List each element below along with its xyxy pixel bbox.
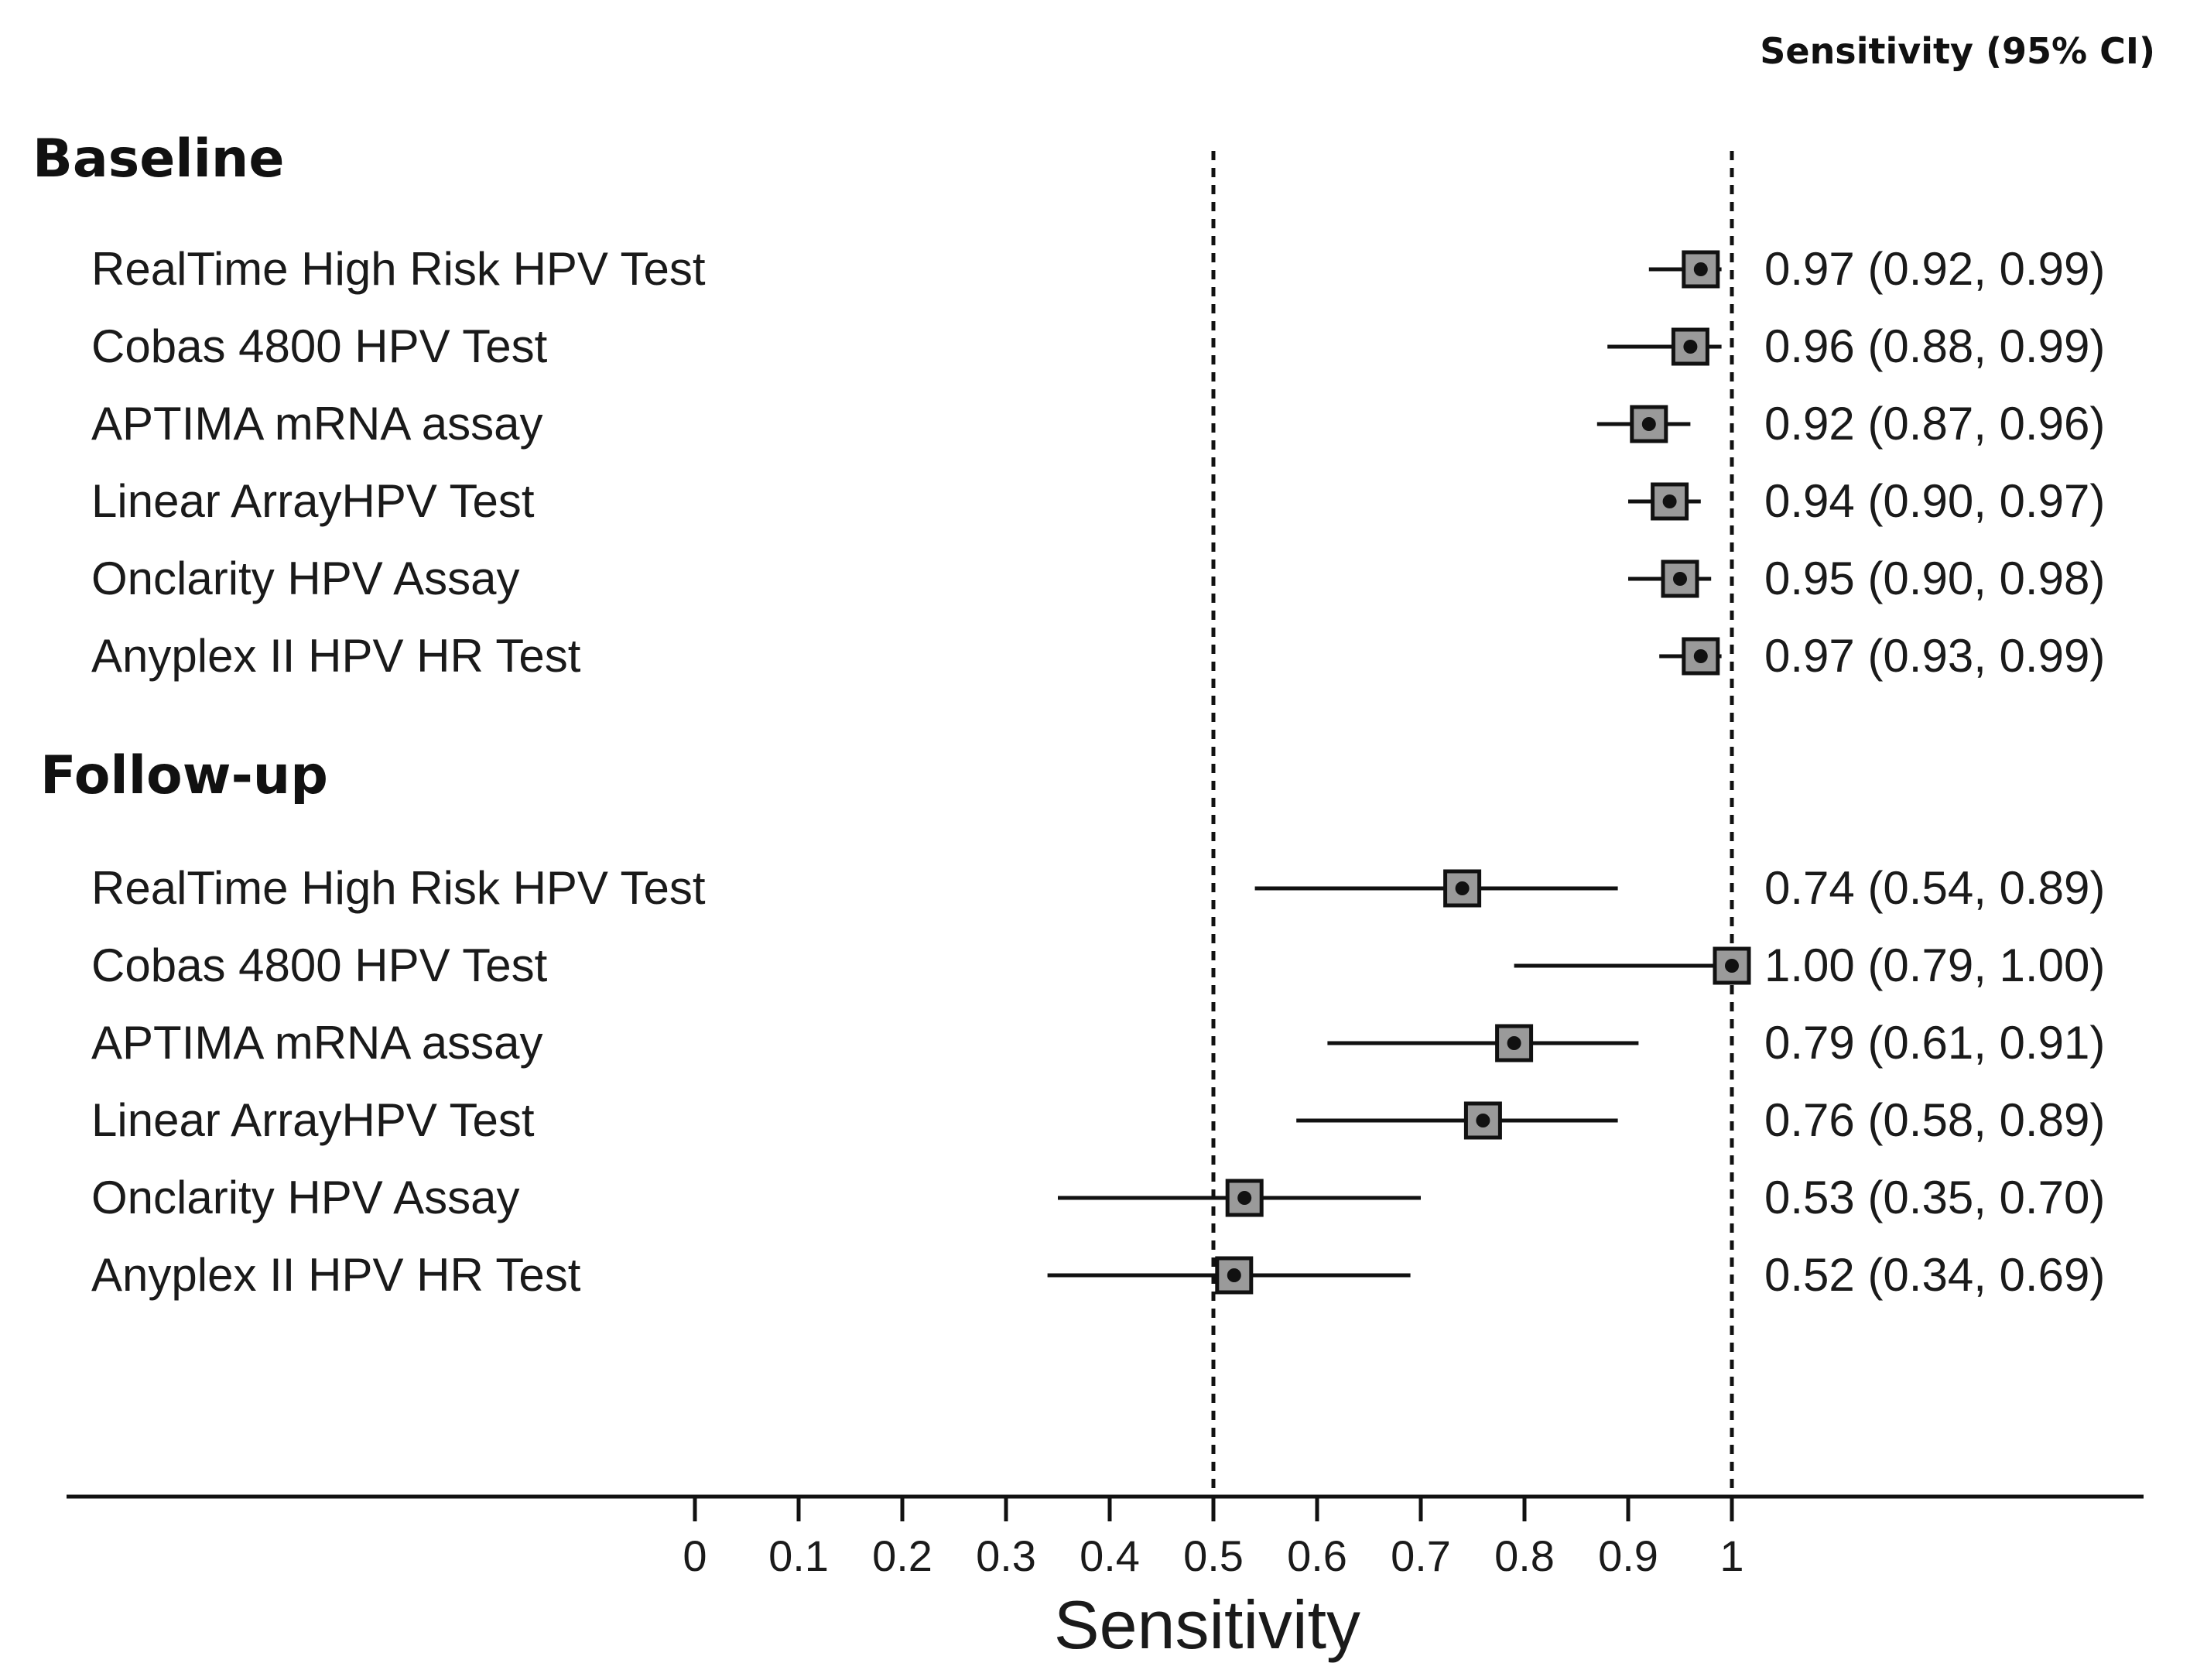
x-tick-label: 0.5 [1183, 1531, 1244, 1580]
row-label: RealTime High Risk HPV Test [91, 243, 706, 295]
point-estimate-dot [1673, 572, 1687, 586]
ci-text: 0.79 (0.61, 0.91) [1764, 1017, 2105, 1069]
point-estimate-box [1215, 1256, 1254, 1295]
row-label: Cobas 4800 HPV Test [91, 939, 548, 991]
ci-text: 0.95 (0.90, 0.98) [1764, 553, 2105, 604]
group-title: Follow-up [40, 745, 328, 806]
row-label: Onclarity HPV Assay [91, 553, 520, 604]
group-title: Baseline [33, 128, 284, 190]
point-estimate-dot [1237, 1191, 1252, 1205]
column-header: Sensitivity (95% CI) [1760, 30, 2155, 72]
x-axis-ticks: 0 0.1 0.2 0.3 0.4 0.5 0.6 0.7 0.8 0.9 1 [683, 1497, 1744, 1580]
point-estimate-dot [1693, 262, 1708, 276]
x-tick-label: 0.2 [872, 1531, 932, 1580]
row-label: Anyplex II HPV HR Test [91, 1249, 581, 1301]
reference-lines [1211, 151, 1734, 1497]
ci-text: 0.96 (0.88, 0.99) [1764, 320, 2105, 372]
ci-text: 1.00 (0.79, 1.00) [1764, 939, 2105, 991]
ci-text: 0.52 (0.34, 0.69) [1764, 1249, 2105, 1301]
point-estimate-dot [1725, 959, 1739, 973]
ci-text: 0.92 (0.87, 0.96) [1764, 398, 2105, 450]
row-label: RealTime High Risk HPV Test [91, 862, 706, 914]
point-estimate-box [1443, 869, 1482, 908]
x-tick-label: 0.4 [1080, 1531, 1140, 1580]
point-estimate-dot [1641, 417, 1656, 431]
x-tick-label: 0.8 [1494, 1531, 1555, 1580]
point-estimate-dot [1507, 1036, 1521, 1050]
ci-text: 0.97 (0.93, 0.99) [1764, 630, 2105, 682]
x-tick-label: 1 [1719, 1531, 1743, 1580]
ci-text: 0.97 (0.92, 0.99) [1764, 243, 2105, 295]
point-estimate-dot [1227, 1268, 1241, 1282]
x-tick-label: 0.7 [1391, 1531, 1451, 1580]
forest-rows: Baseline RealTime High Risk HPV Test 0.97 … [33, 128, 2105, 1301]
row-label: Linear ArrayHPV Test [91, 475, 535, 527]
point-estimate-dot [1662, 494, 1677, 508]
row-label: Linear ArrayHPV Test [91, 1094, 535, 1146]
row-label: APTIMA mRNA assay [91, 1017, 542, 1069]
row-label: Cobas 4800 HPV Test [91, 320, 548, 372]
point-estimate-dot [1476, 1114, 1490, 1127]
ci-text: 0.76 (0.58, 0.89) [1764, 1094, 2105, 1146]
row-label: Anyplex II HPV HR Test [91, 630, 581, 682]
x-axis-label: Sensitivity [1054, 1586, 1360, 1663]
x-tick-label: 0.3 [976, 1531, 1036, 1580]
x-tick-label: 0 [683, 1531, 707, 1580]
x-tick-label: 0.9 [1598, 1531, 1658, 1580]
ci-text: 0.74 (0.54, 0.89) [1764, 862, 2105, 914]
x-tick-label: 0.6 [1287, 1531, 1347, 1580]
row-label: APTIMA mRNA assay [91, 398, 542, 450]
ci-text: 0.53 (0.35, 0.70) [1764, 1172, 2105, 1223]
row-label: Onclarity HPV Assay [91, 1172, 520, 1223]
ci-text: 0.94 (0.90, 0.97) [1764, 475, 2105, 527]
point-estimate-dot [1693, 649, 1708, 663]
point-estimate-dot [1683, 340, 1698, 354]
point-estimate-dot [1455, 881, 1470, 895]
x-tick-label: 0.1 [768, 1531, 829, 1580]
